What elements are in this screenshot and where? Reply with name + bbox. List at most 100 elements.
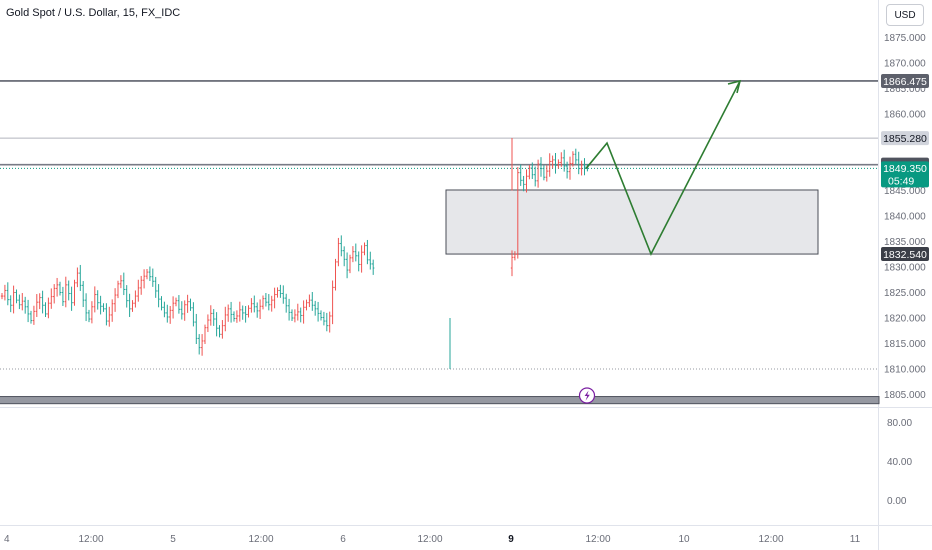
ohlc-bar [125, 285, 128, 308]
ohlc-bar [70, 286, 73, 311]
ohlc-bar [160, 296, 163, 311]
ohlc-bar [38, 293, 41, 310]
support-band[interactable] [0, 396, 880, 405]
ohlc-bar [67, 280, 70, 301]
ohlc-bar [343, 246, 346, 267]
ohlc-bar [154, 276, 157, 298]
currency-button[interactable]: USD [886, 4, 924, 26]
ohlc-bar [73, 279, 76, 306]
ohlc-bar [244, 306, 247, 323]
time-axis-label: 9 [508, 534, 514, 545]
ohlc-bar [354, 243, 357, 262]
ohlc-bar [357, 251, 360, 272]
time-axis-label: 12:00 [248, 534, 273, 545]
ohlc-bar [119, 275, 123, 289]
ohlc-bar [12, 285, 15, 314]
ohlc-bar [331, 280, 334, 325]
events-lightning-icon[interactable] [578, 387, 596, 404]
ohlc-bar [253, 295, 256, 313]
ohlc-bar [163, 301, 166, 318]
ohlc-bar [151, 268, 154, 287]
ohlc-bar [340, 235, 343, 257]
demand-zone-rectangle[interactable] [445, 189, 819, 255]
ohlc-bar [142, 269, 146, 289]
ohlc-bar [186, 294, 189, 313]
ohlc-bar [29, 310, 33, 324]
ohlc-bar [221, 320, 224, 339]
ohlc-bar [195, 313, 198, 345]
ohlc-bar [235, 310, 239, 323]
ohlc-bar [258, 299, 262, 320]
ohlc-bar [200, 334, 204, 356]
time-axis-label: 6 [340, 534, 346, 545]
ohlc-bar [174, 297, 178, 307]
ohlc-bar [21, 293, 24, 311]
price-tick-label: 1825.000 [884, 288, 926, 299]
ohlc-bar [79, 264, 82, 291]
ohlc-bar [285, 293, 288, 313]
ohlc-bar [528, 165, 531, 180]
ohlc-bar [24, 296, 27, 314]
ohlc-bar [189, 298, 192, 311]
price-tick-label: 1860.000 [884, 110, 926, 121]
time-axis-label: 12:00 [78, 534, 103, 545]
ohlc-bar [557, 159, 560, 169]
price-label-zone-low: 1832.540 [881, 247, 929, 262]
projection-arrow-path[interactable] [585, 80, 741, 256]
ohlc-bar [180, 301, 183, 320]
ohlc-bar [319, 310, 323, 321]
ohlc-bar [111, 299, 114, 322]
price-tick-label: 1820.000 [884, 314, 926, 325]
ohlc-bar [270, 295, 273, 312]
ohlc-bar [116, 280, 120, 299]
ohlc-bar [247, 305, 250, 318]
ohlc-bar [351, 246, 355, 263]
ohlc-bar [360, 245, 363, 273]
ohlc-bar [87, 309, 91, 323]
ohlc-bar [568, 156, 572, 180]
ohlc-bar [583, 158, 586, 176]
ohlc-bar [311, 291, 314, 311]
ohlc-bar [140, 275, 143, 295]
price-tick-label: 1810.000 [884, 365, 926, 376]
time-axis-labels: 4 12:00 5 12:00 6 12:00 9 12:00 10 12:00 11 [4, 534, 861, 545]
ohlc-bar [64, 276, 67, 308]
ohlc-bar [276, 287, 279, 298]
svg-text:1832.540: 1832.540 [883, 249, 927, 261]
ohlc-bar [9, 295, 12, 313]
ohlc-bar [531, 162, 534, 180]
ohlc-bar [6, 282, 9, 306]
ohlc-bar [534, 166, 537, 187]
ohlc-bar [102, 303, 105, 312]
ohlc-bar [267, 294, 270, 311]
ohlc-bar [18, 294, 21, 310]
ohlc-bar [369, 251, 372, 270]
ohlc-bar [122, 272, 125, 296]
ohlc-bar [513, 251, 517, 261]
svg-text:1849.350: 1849.350 [883, 163, 927, 175]
ohlc-bar [171, 296, 175, 319]
ohlc-bar [58, 281, 62, 296]
ohlc-bar [554, 153, 557, 174]
ohlc-bar [560, 152, 563, 167]
ohlc-bar [53, 284, 56, 304]
ohlc-bar [3, 284, 7, 301]
ohlc-bar [215, 312, 218, 337]
price-label-high: 1866.475 [881, 73, 929, 88]
ohlc-bar [108, 306, 111, 327]
ohlc-bar [218, 325, 221, 338]
ohlc-bar [84, 293, 88, 322]
ohlc-bar [548, 153, 551, 177]
ohlc-bar [32, 305, 36, 325]
ohlc-bar [366, 239, 369, 265]
ohlc-bar [229, 301, 233, 323]
ohlc-bar [328, 311, 331, 333]
current-price-label: 1849.350 05:49 [881, 161, 929, 188]
indicator-axis-ticks: 80.00 40.00 0.00 [887, 418, 912, 507]
ohlc-bar [82, 281, 85, 308]
ohlc-bar [563, 149, 566, 172]
ohlc-bar [542, 165, 546, 181]
ohlc-bar [93, 286, 96, 313]
price-tick-label: 1840.000 [884, 212, 926, 223]
